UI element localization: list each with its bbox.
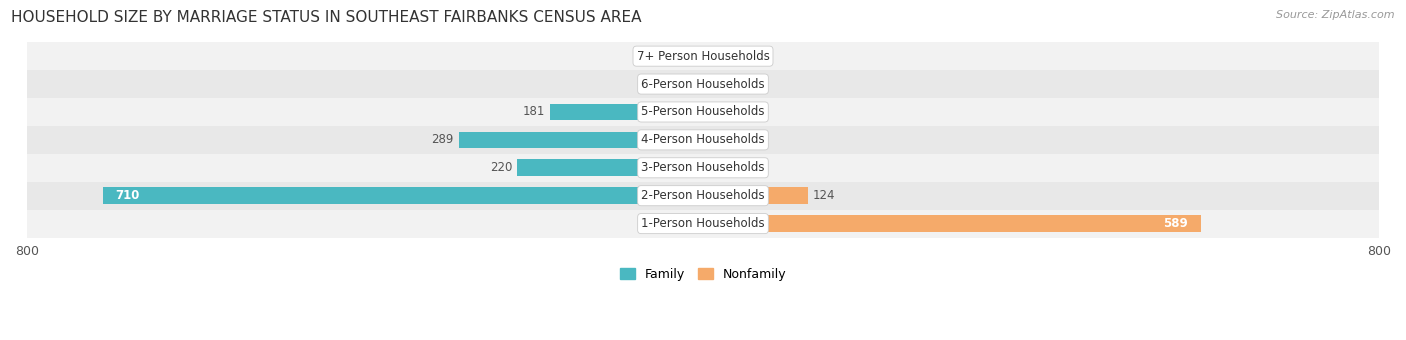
Legend: Family, Nonfamily: Family, Nonfamily xyxy=(614,263,792,286)
Text: 289: 289 xyxy=(432,133,454,147)
Text: 589: 589 xyxy=(1163,217,1188,230)
Text: 0: 0 xyxy=(709,105,716,118)
Text: 11: 11 xyxy=(673,78,689,90)
Text: 710: 710 xyxy=(115,189,141,202)
Bar xyxy=(458,132,703,148)
Text: 1-Person Households: 1-Person Households xyxy=(641,217,765,230)
Text: 0: 0 xyxy=(709,50,716,63)
Bar xyxy=(550,104,703,120)
Bar xyxy=(27,70,1379,98)
Bar xyxy=(693,76,703,92)
Text: 0: 0 xyxy=(690,217,697,230)
Bar xyxy=(27,98,1379,126)
Bar xyxy=(703,187,808,204)
Text: 14: 14 xyxy=(720,161,735,174)
Text: 124: 124 xyxy=(813,189,835,202)
Bar xyxy=(703,159,714,176)
Bar xyxy=(517,159,703,176)
Bar xyxy=(27,42,1379,70)
Bar xyxy=(27,182,1379,210)
Bar xyxy=(27,126,1379,154)
Text: Source: ZipAtlas.com: Source: ZipAtlas.com xyxy=(1277,10,1395,20)
Text: 181: 181 xyxy=(523,105,546,118)
Text: 220: 220 xyxy=(489,161,512,174)
Text: 2-Person Households: 2-Person Households xyxy=(641,189,765,202)
Bar xyxy=(703,215,1201,232)
Text: 51: 51 xyxy=(640,50,655,63)
Text: 4-Person Households: 4-Person Households xyxy=(641,133,765,147)
Text: 6-Person Households: 6-Person Households xyxy=(641,78,765,90)
Bar xyxy=(27,154,1379,182)
Text: 3-Person Households: 3-Person Households xyxy=(641,161,765,174)
Text: 0: 0 xyxy=(709,78,716,90)
Bar xyxy=(659,48,703,65)
Text: 5-Person Households: 5-Person Households xyxy=(641,105,765,118)
Text: 7+ Person Households: 7+ Person Households xyxy=(637,50,769,63)
Bar xyxy=(103,187,703,204)
Bar xyxy=(27,210,1379,238)
Text: 0: 0 xyxy=(709,133,716,147)
Text: HOUSEHOLD SIZE BY MARRIAGE STATUS IN SOUTHEAST FAIRBANKS CENSUS AREA: HOUSEHOLD SIZE BY MARRIAGE STATUS IN SOU… xyxy=(11,10,641,25)
